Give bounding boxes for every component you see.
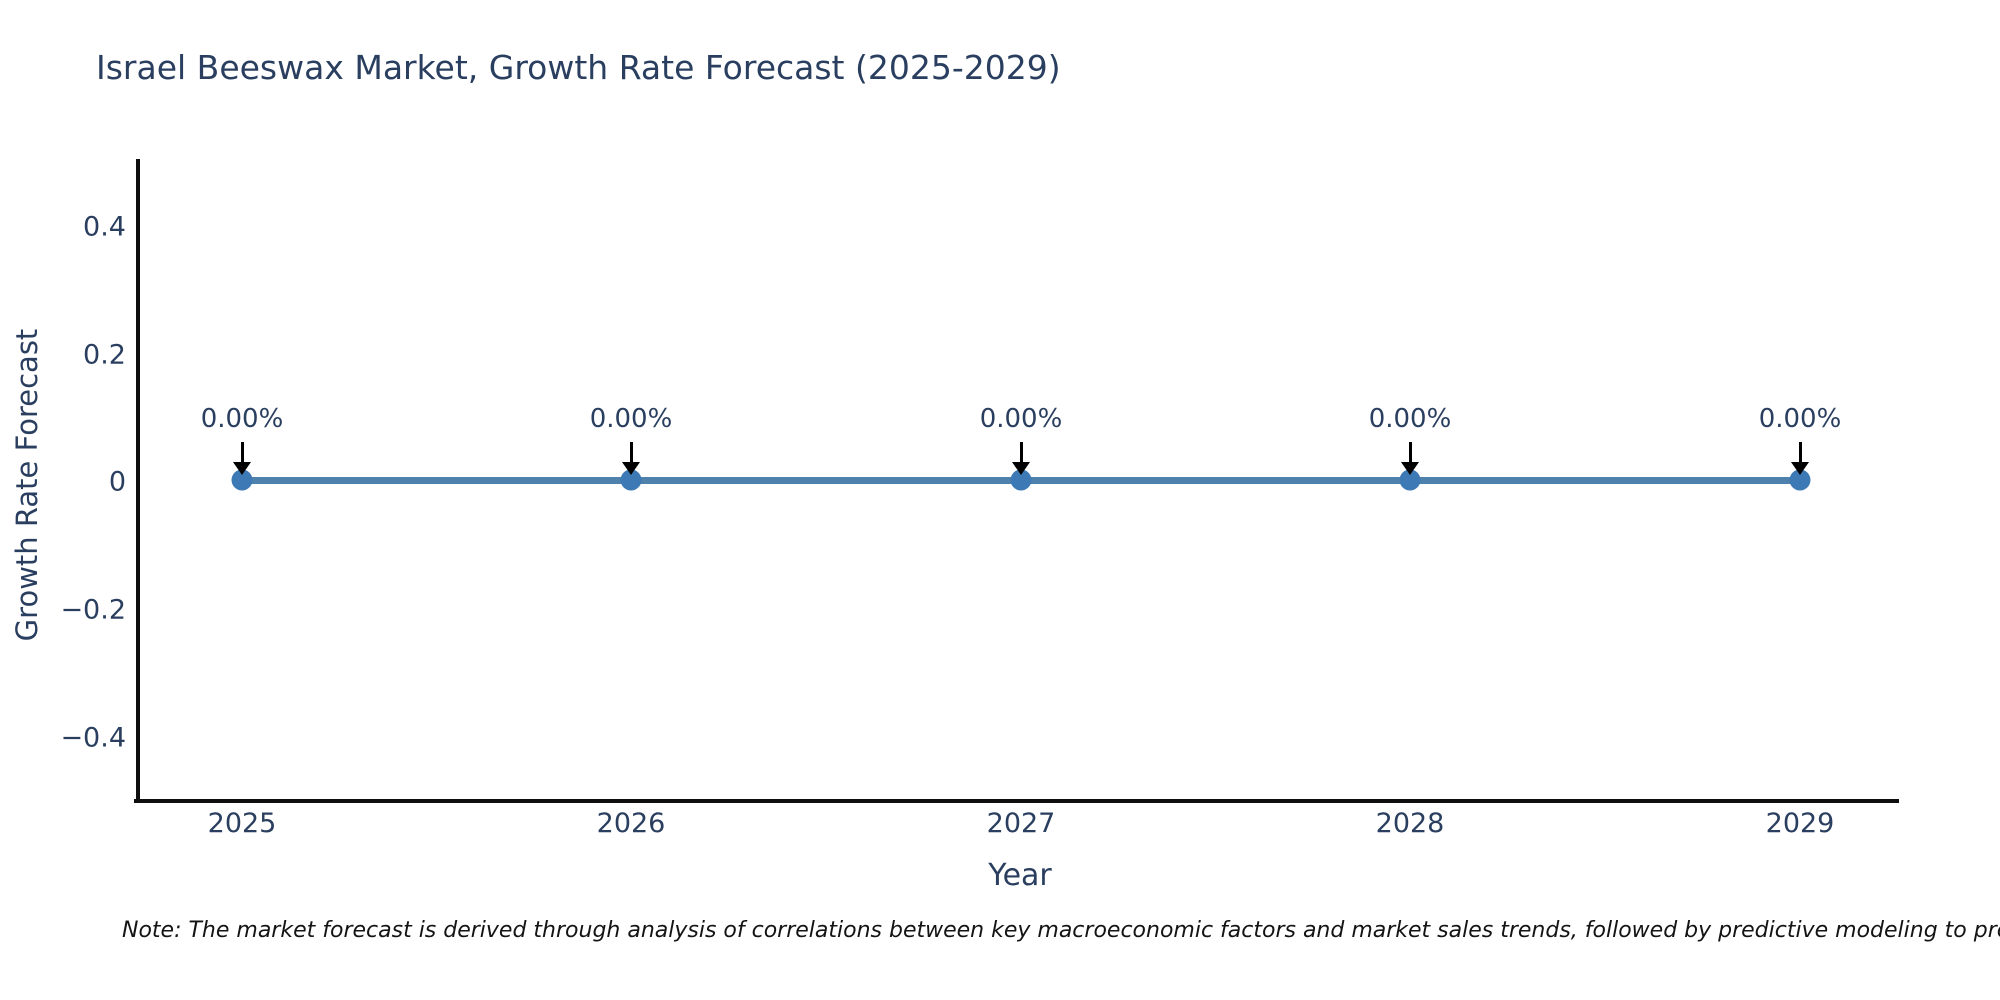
annotation-label: 0.00%	[1368, 404, 1452, 434]
point-annotation: 0.00%	[951, 404, 1091, 475]
annotation-label: 0.00%	[1758, 404, 1842, 434]
x-axis-line	[134, 799, 1899, 803]
annotation-arrow-shaft	[1798, 441, 1802, 462]
annotation-arrow-shaft	[1408, 441, 1412, 462]
annotation-label: 0.00%	[200, 404, 284, 434]
x-tick-label: 2025	[207, 808, 277, 839]
point-annotation: 0.00%	[172, 404, 312, 475]
y-tick-label: −0.4	[60, 722, 126, 754]
y-axis-line	[136, 159, 140, 803]
annotation-arrow-shaft	[629, 441, 633, 462]
annotation-arrow-shaft	[1019, 441, 1023, 462]
annotation-arrow-head-icon	[1012, 461, 1030, 475]
annotation-arrow-shaft	[240, 441, 244, 462]
annotation-arrow-head-icon	[1401, 461, 1419, 475]
point-annotation: 0.00%	[561, 404, 701, 475]
chart-title: Israel Beeswax Market, Growth Rate Forec…	[96, 48, 1061, 87]
y-tick-label: −0.2	[60, 594, 126, 626]
annotation-arrow-head-icon	[233, 461, 251, 475]
x-tick-label: 2028	[1375, 808, 1445, 839]
x-tick-label: 2027	[986, 808, 1056, 839]
point-annotation: 0.00%	[1730, 404, 1870, 475]
x-axis-title: Year	[988, 858, 1052, 893]
y-tick-label: 0	[108, 466, 126, 498]
annotation-label: 0.00%	[979, 404, 1063, 434]
y-tick-label: 0.4	[83, 211, 126, 243]
x-tick-label: 2026	[596, 808, 666, 839]
annotation-arrow-head-icon	[622, 461, 640, 475]
annotation-label: 0.00%	[589, 404, 673, 434]
point-annotation: 0.00%	[1340, 404, 1480, 475]
y-tick-label: 0.2	[83, 339, 126, 371]
footnote: Note: The market forecast is derived thr…	[122, 918, 2000, 943]
x-tick-label: 2029	[1765, 808, 1835, 839]
annotation-arrow-head-icon	[1791, 461, 1809, 475]
